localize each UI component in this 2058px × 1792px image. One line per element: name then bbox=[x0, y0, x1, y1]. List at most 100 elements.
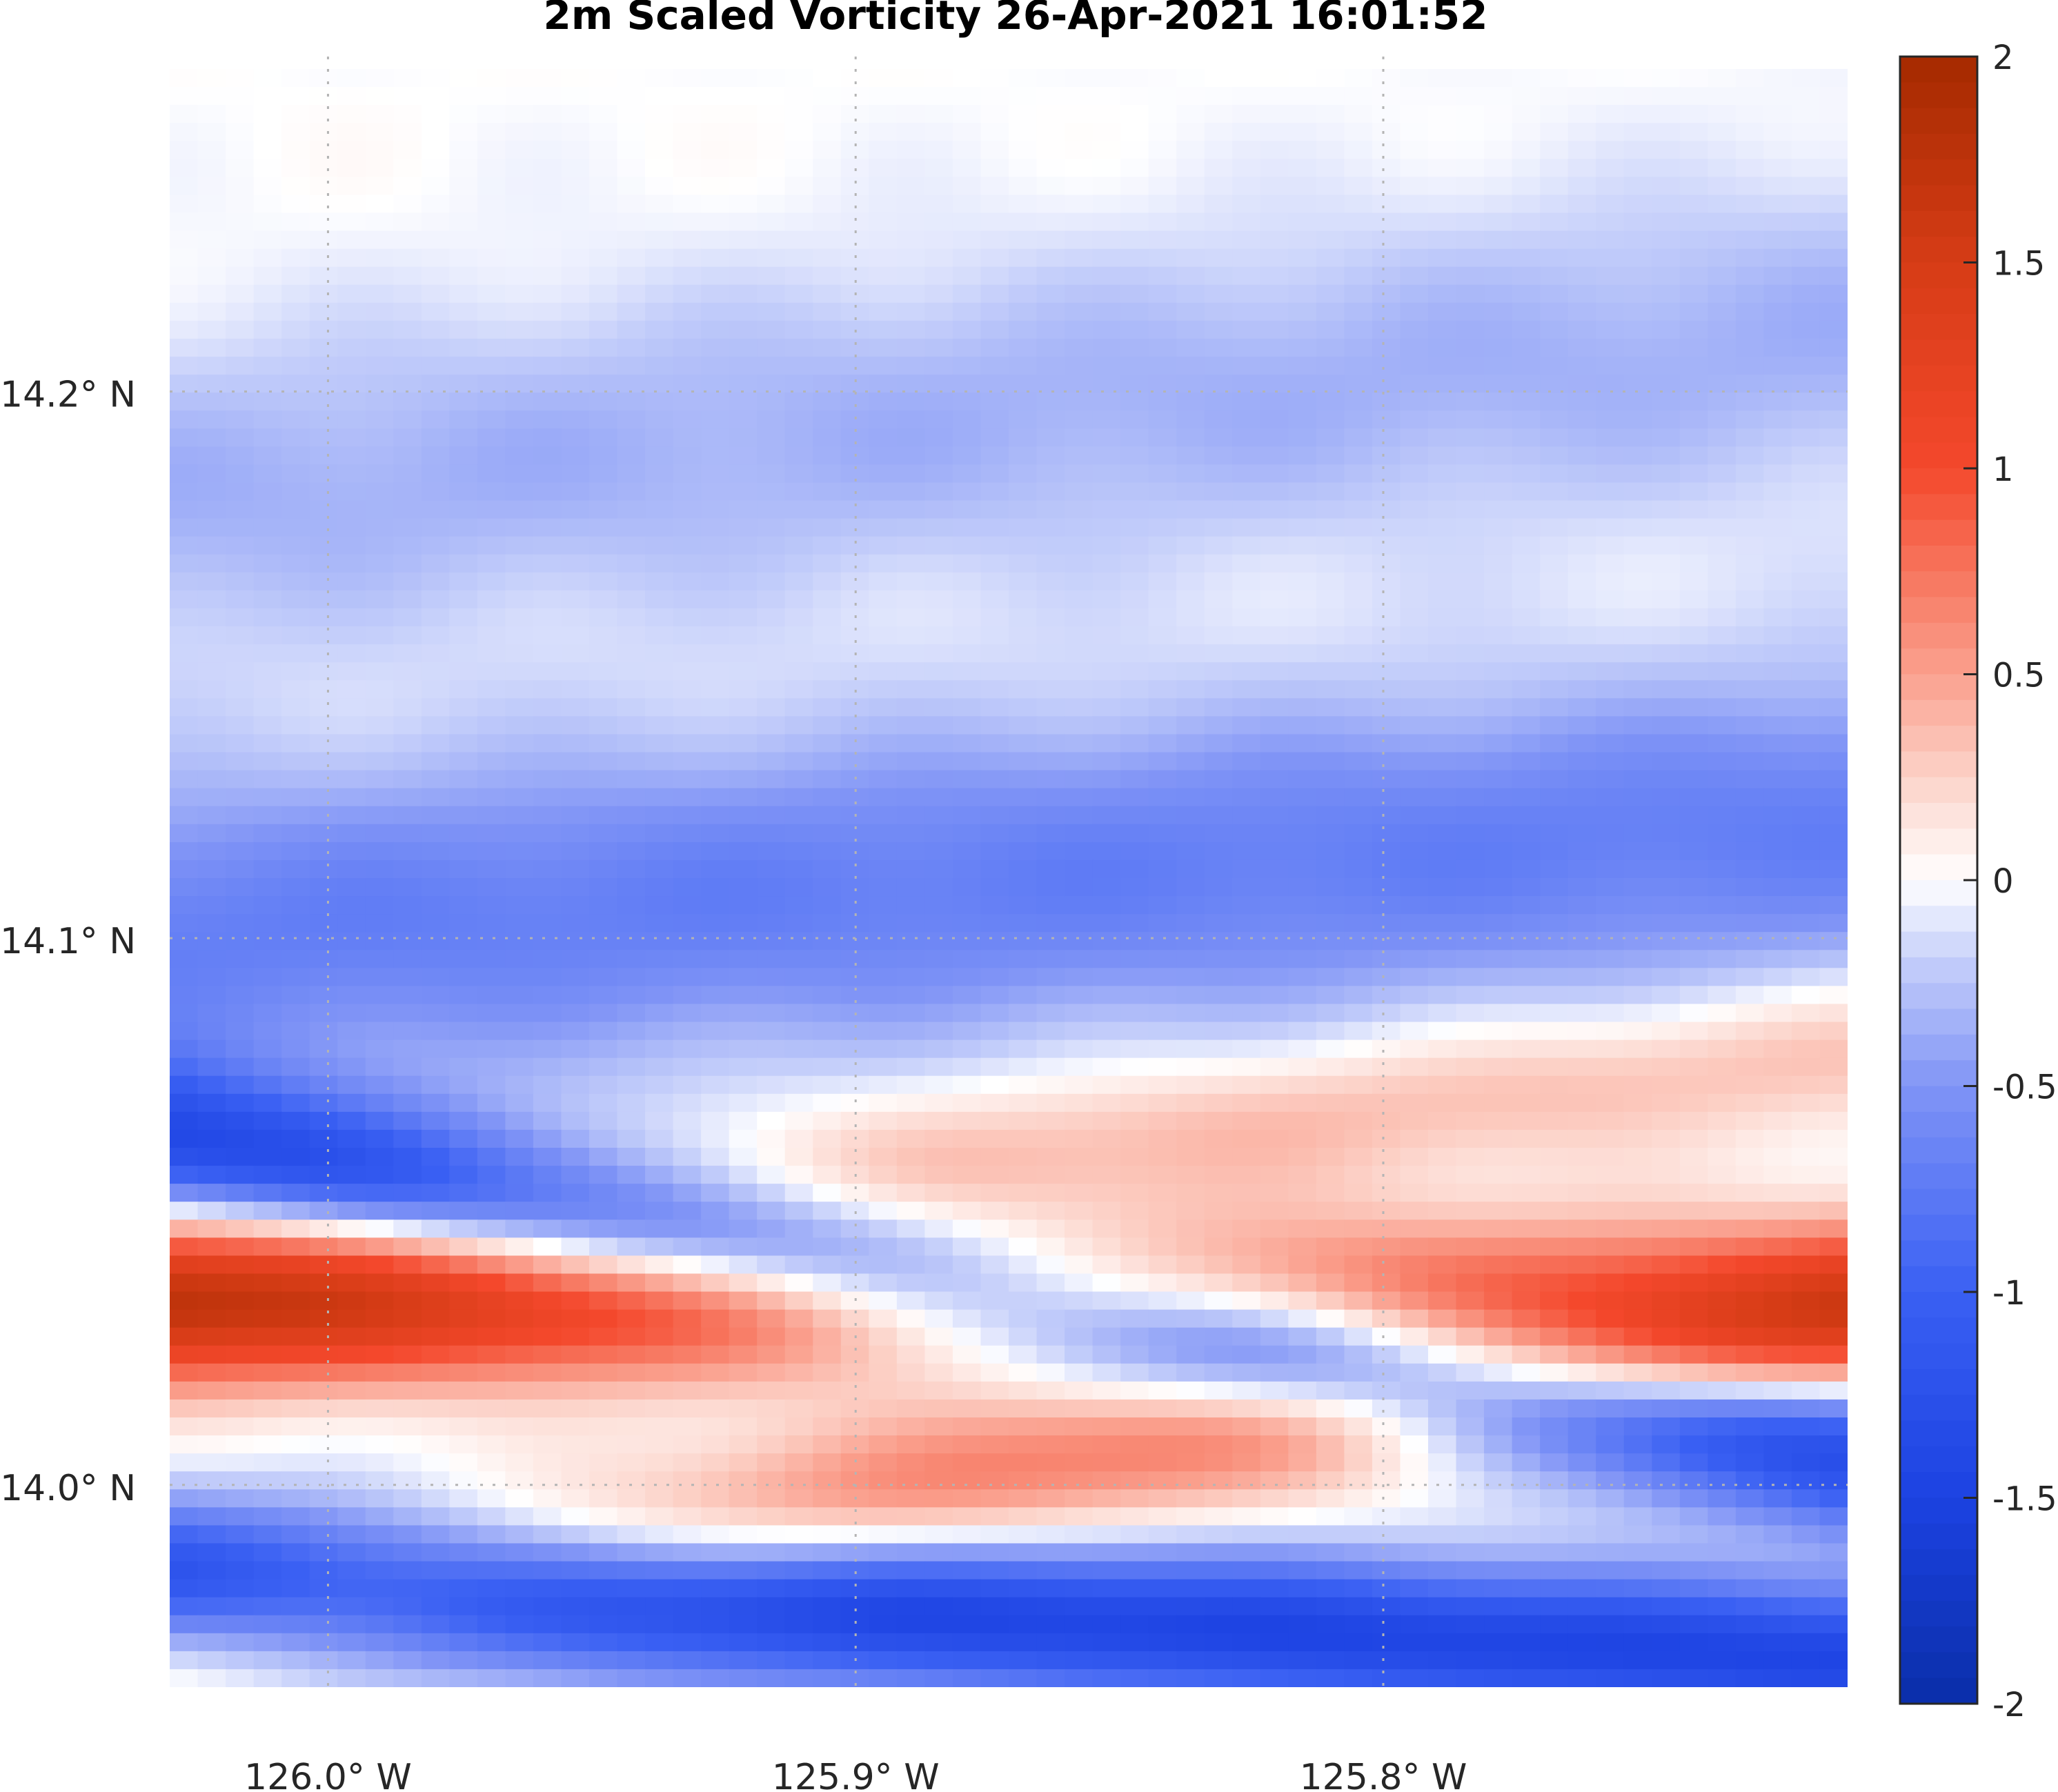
heat-cell bbox=[1428, 554, 1457, 573]
heat-cell bbox=[589, 1453, 618, 1472]
heat-cell bbox=[365, 842, 395, 861]
heat-cell bbox=[645, 1184, 674, 1202]
heat-cell bbox=[1567, 842, 1596, 861]
heat-cell bbox=[1763, 1057, 1792, 1077]
heat-cell bbox=[449, 518, 478, 537]
heat-cell bbox=[896, 1399, 926, 1418]
heat-cell bbox=[1512, 1093, 1541, 1113]
heat-cell bbox=[477, 1309, 506, 1328]
heat-cell bbox=[1344, 1399, 1373, 1418]
heat-cell bbox=[477, 339, 506, 357]
heat-cell bbox=[896, 1543, 926, 1562]
heat-cell bbox=[561, 1291, 590, 1311]
heat-cell bbox=[170, 87, 199, 106]
heat-cell bbox=[1176, 716, 1205, 735]
heat-cell bbox=[449, 842, 478, 861]
heat-cell bbox=[1456, 572, 1485, 591]
heat-cell bbox=[952, 1435, 982, 1454]
heat-cell bbox=[673, 608, 702, 627]
heat-cell bbox=[1092, 230, 1121, 250]
heat-cell bbox=[1260, 248, 1289, 268]
heat-cell bbox=[1288, 788, 1317, 807]
heat-cell bbox=[813, 644, 842, 663]
heat-cell bbox=[1204, 87, 1234, 106]
heat-cell bbox=[253, 536, 282, 555]
heat-cell bbox=[645, 1039, 674, 1059]
heat-cell bbox=[1092, 1309, 1121, 1328]
heat-cell bbox=[421, 159, 451, 178]
heat-cell bbox=[896, 1435, 926, 1454]
heat-cell bbox=[952, 464, 982, 484]
heat-cell bbox=[561, 752, 590, 771]
heat-cell bbox=[1623, 608, 1653, 627]
heat-cell bbox=[1148, 482, 1177, 501]
heat-cell bbox=[729, 1525, 758, 1544]
heat-cell bbox=[1567, 1022, 1596, 1041]
heat-cell bbox=[253, 1237, 282, 1257]
heat-cell bbox=[589, 1022, 618, 1041]
heat-cell bbox=[505, 1561, 534, 1580]
heat-cell bbox=[924, 446, 953, 466]
heat-cell bbox=[1484, 1184, 1513, 1202]
heat-cell bbox=[1092, 590, 1121, 609]
heat-cell bbox=[952, 572, 982, 591]
heat-cell bbox=[1428, 1363, 1457, 1382]
heat-cell bbox=[1260, 464, 1289, 484]
heat-cell bbox=[309, 932, 338, 951]
heat-cell bbox=[1596, 1543, 1625, 1562]
heat-cell bbox=[1065, 1435, 1094, 1454]
heat-cell bbox=[869, 1039, 898, 1059]
heat-cell bbox=[1400, 950, 1429, 969]
heat-cell bbox=[1652, 788, 1681, 807]
heat-cell bbox=[1512, 626, 1541, 645]
heat-cell bbox=[1791, 878, 1821, 897]
heat-cell bbox=[729, 824, 758, 843]
heat-cell bbox=[393, 716, 422, 735]
heat-cell bbox=[309, 716, 338, 735]
heat-cell bbox=[1512, 1399, 1541, 1418]
heat-cell bbox=[813, 500, 842, 519]
heat-cell bbox=[337, 1184, 366, 1202]
heat-cell bbox=[1148, 1471, 1177, 1491]
heat-cell bbox=[757, 1435, 786, 1454]
heat-cell bbox=[1092, 1435, 1121, 1454]
heat-cell bbox=[1596, 1219, 1625, 1239]
heat-cell bbox=[1540, 1237, 1569, 1257]
heat-cell bbox=[784, 392, 814, 412]
heat-cell bbox=[1232, 572, 1261, 591]
heat-cell bbox=[1596, 1093, 1625, 1113]
heat-cell bbox=[1120, 1075, 1149, 1095]
heat-cell bbox=[226, 266, 255, 286]
heat-cell bbox=[1065, 1219, 1094, 1239]
heat-cell bbox=[533, 1093, 562, 1113]
heat-cell bbox=[1652, 1363, 1681, 1382]
heat-cell bbox=[170, 1057, 199, 1077]
heat-cell bbox=[505, 518, 534, 537]
heat-cell bbox=[1065, 302, 1094, 321]
heat-cell bbox=[589, 302, 618, 321]
heat-cell bbox=[1512, 1075, 1541, 1095]
heat-cell bbox=[421, 518, 451, 537]
heat-cell bbox=[281, 590, 310, 609]
heat-cell bbox=[924, 1273, 953, 1293]
heat-cell bbox=[840, 716, 870, 735]
heat-cell bbox=[1428, 1435, 1457, 1454]
heat-cell bbox=[1009, 482, 1038, 501]
heat-cell bbox=[1763, 1345, 1792, 1364]
heat-cell bbox=[1708, 1039, 1737, 1059]
heat-cell bbox=[505, 1543, 534, 1562]
heat-cell bbox=[1316, 842, 1345, 861]
heat-cell bbox=[281, 266, 310, 286]
heat-cell bbox=[701, 195, 730, 214]
heat-cell bbox=[1148, 716, 1177, 735]
heat-cell bbox=[197, 968, 226, 987]
heat-cell bbox=[896, 1363, 926, 1382]
heat-cell bbox=[170, 644, 199, 663]
heat-cell bbox=[673, 339, 702, 357]
heat-cell bbox=[281, 626, 310, 645]
heat-cell bbox=[1288, 1543, 1317, 1562]
heat-cell bbox=[924, 1075, 953, 1095]
heat-cell bbox=[1819, 770, 1848, 789]
heat-cell bbox=[533, 1219, 562, 1239]
heat-cell bbox=[1708, 1291, 1737, 1311]
